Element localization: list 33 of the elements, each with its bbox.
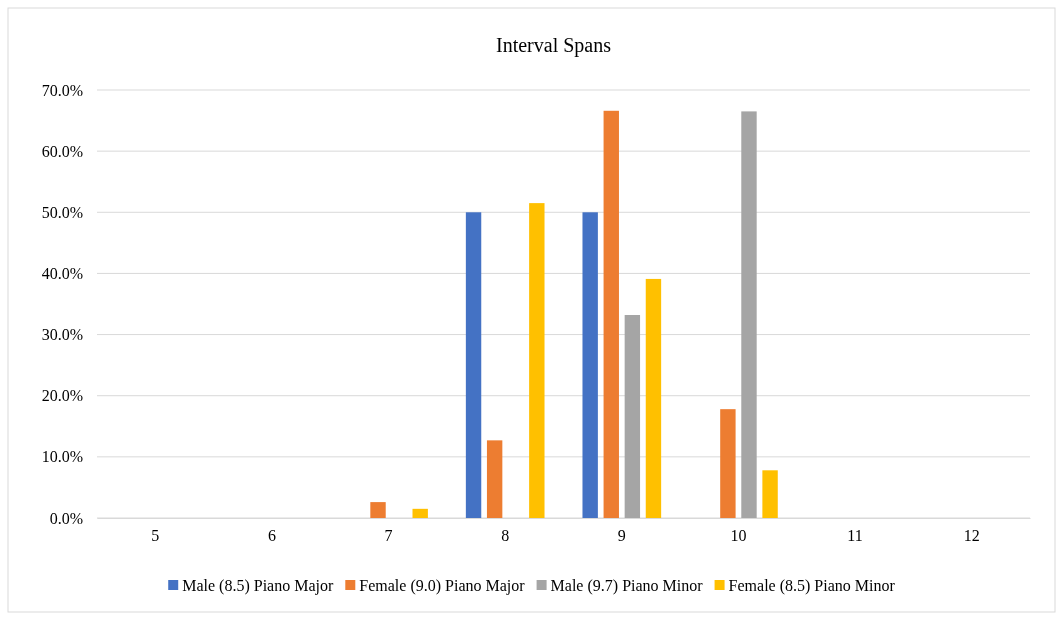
- y-tick-label: 20.0%: [41, 387, 83, 405]
- bar: [412, 508, 428, 518]
- y-tick-label: 40.0%: [41, 265, 83, 283]
- x-tick-label: 7: [384, 527, 393, 545]
- chart-title: Interval Spans: [496, 34, 612, 57]
- bar: [465, 212, 482, 518]
- bar: [370, 502, 386, 518]
- y-tick-label: 70.0%: [41, 81, 83, 99]
- y-tick-label: 30.0%: [41, 326, 83, 344]
- bar: [529, 203, 545, 518]
- legend-label: Female (8.5) Piano Minor: [728, 577, 896, 595]
- bar: [741, 111, 757, 518]
- x-tick-label: 10: [730, 527, 747, 545]
- bar: [720, 409, 736, 518]
- y-tick-label: 50.0%: [41, 203, 83, 221]
- x-tick-label: 11: [847, 527, 863, 545]
- y-tick-label: 0.0%: [49, 509, 83, 527]
- bar: [645, 278, 662, 518]
- y-tick-label: 60.0%: [41, 142, 83, 160]
- x-tick-label: 8: [501, 527, 510, 545]
- x-tick-label: 6: [267, 527, 276, 545]
- legend-label: Female (9.0) Piano Major: [359, 577, 526, 595]
- bar: [624, 315, 641, 518]
- x-tick-label: 9: [617, 527, 626, 545]
- x-tick-label: 5: [151, 527, 160, 545]
- legend-label: Male (8.5) Piano Major: [182, 577, 334, 595]
- bar: [603, 110, 619, 518]
- bar: [582, 212, 598, 518]
- y-tick-label: 10.0%: [41, 448, 83, 466]
- bar: [762, 470, 778, 518]
- x-tick-label: 12: [963, 527, 980, 545]
- legend-label: Male (9.7) Piano Minor: [550, 577, 704, 595]
- bar: [486, 440, 503, 518]
